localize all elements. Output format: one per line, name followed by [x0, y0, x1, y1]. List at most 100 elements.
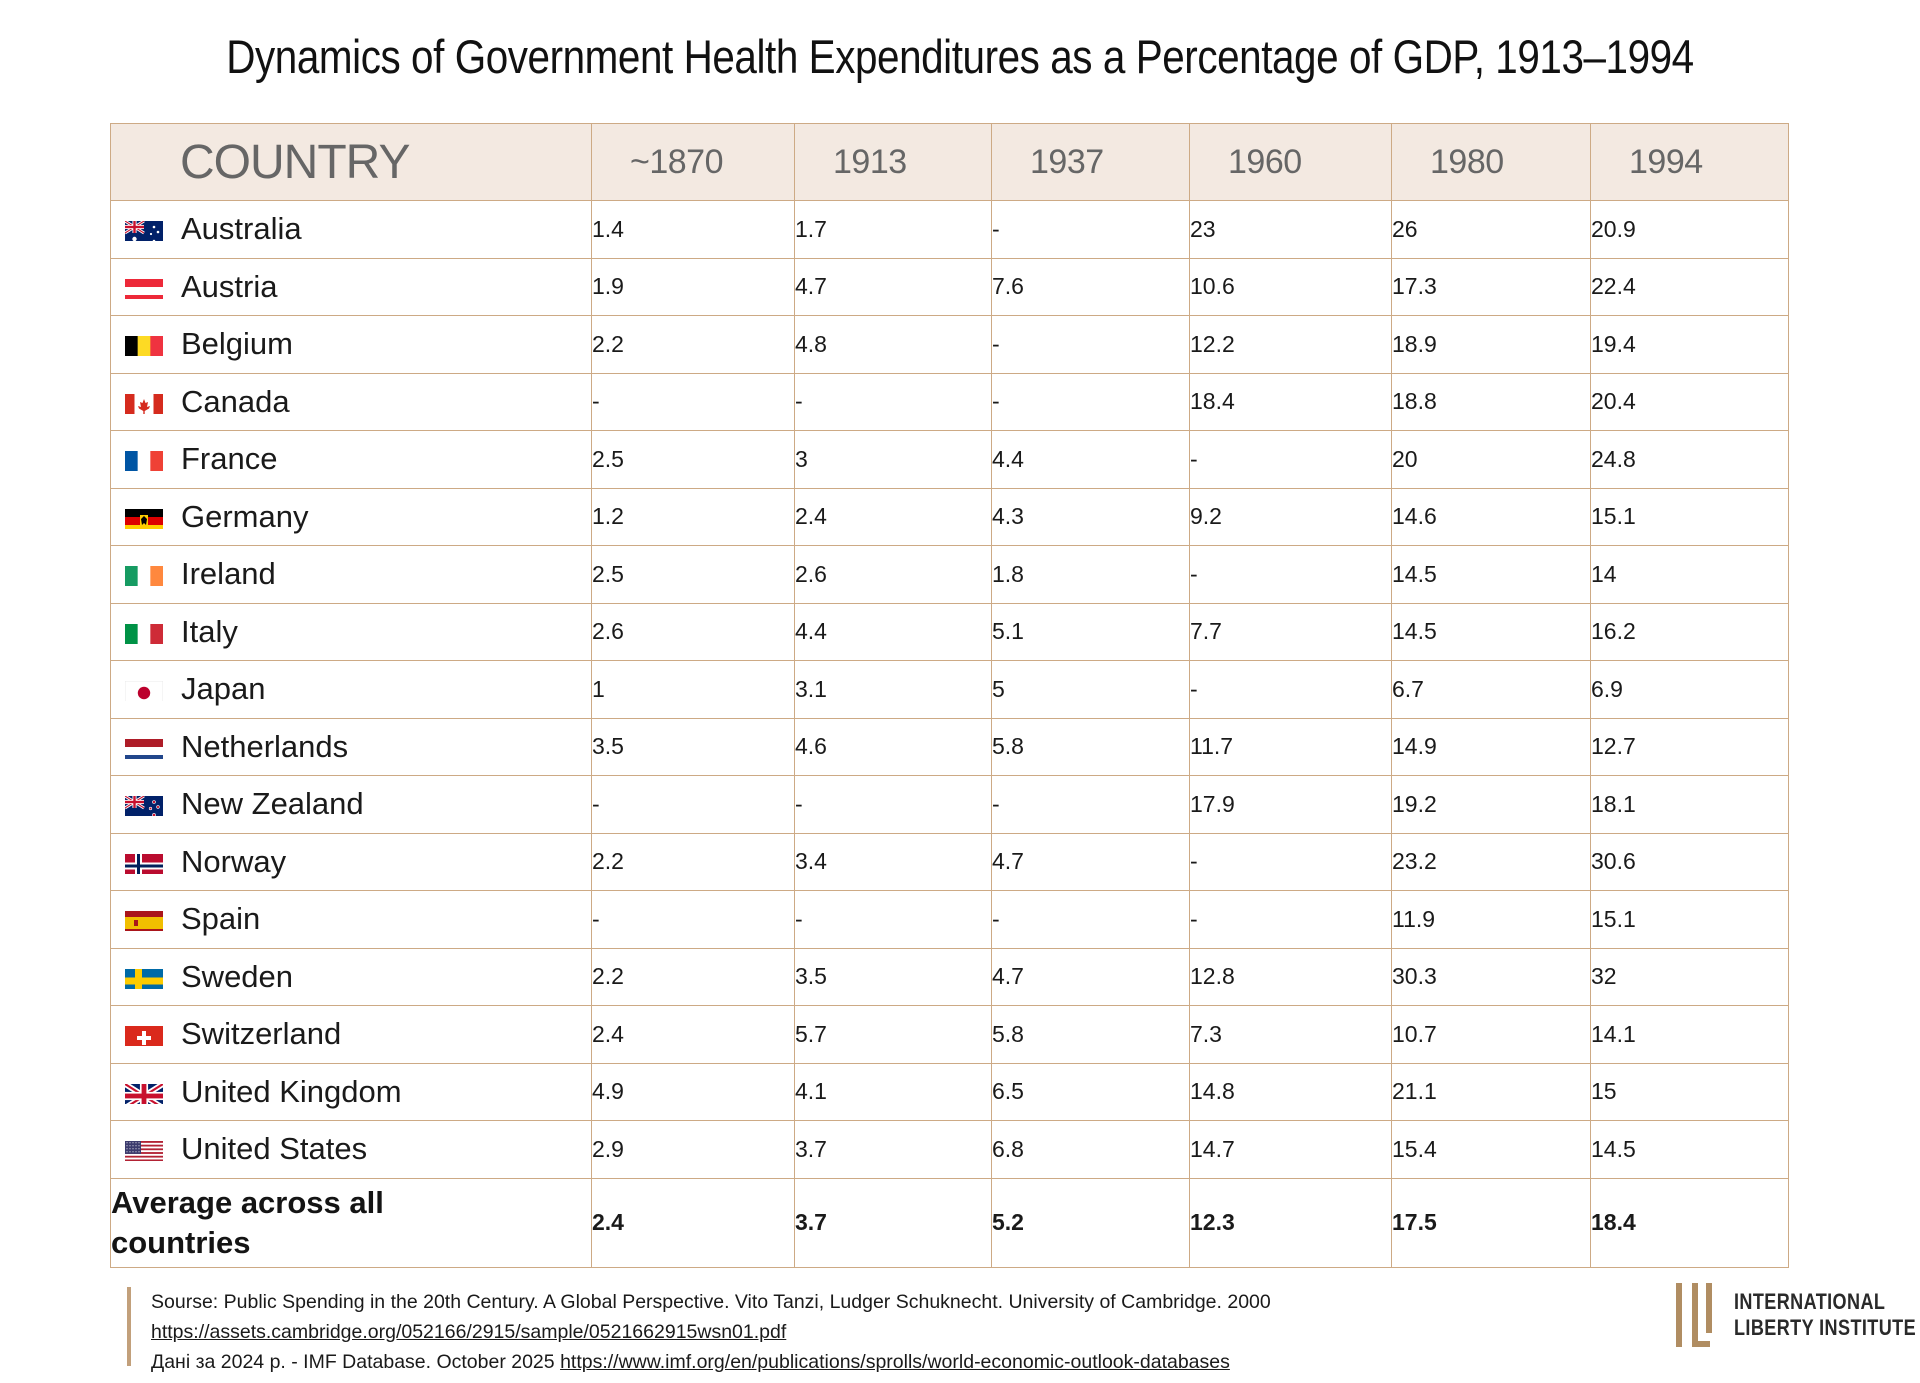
value-cell: 4.7 [991, 832, 1190, 891]
value-cell: 17.3 [1391, 257, 1591, 316]
value-cell: 14.7 [1189, 1120, 1392, 1179]
value-cell: 4.4 [794, 602, 992, 661]
country-cell: Japan [110, 660, 592, 719]
value-cell: 15 [1590, 1062, 1789, 1121]
country-name: Netherlands [181, 728, 349, 764]
france-flag-icon [125, 447, 163, 472]
logo: International Liberty Institute [1676, 1283, 1916, 1355]
table-row: Switzerland 2.4 5.7 5.8 7.3 10.7 14.1 [110, 1005, 1789, 1064]
value-cell: 17.9 [1189, 775, 1392, 834]
value-cell: 3.4 [794, 832, 992, 891]
belgium-flag-icon [125, 332, 163, 357]
country-cell: Belgium [110, 315, 592, 374]
table-row: Canada - - -18.4 18.8 20.4 [110, 372, 1789, 431]
value-cell: 4.6 [794, 717, 992, 776]
value-cell: 4.8 [794, 315, 992, 374]
table-row: Belgium 2.2 4.8-12.2 18.9 19.4 [110, 315, 1789, 374]
value-cell: 4.3 [991, 487, 1190, 546]
country-cell: Switzerland [110, 1005, 592, 1064]
value-cell: 3.7 [794, 1120, 992, 1179]
country-cell: Italy [110, 602, 592, 661]
value-cell: 18.8 [1391, 372, 1591, 431]
australia-flag-icon [125, 217, 163, 242]
value-cell: - [991, 200, 1190, 259]
value-cell: 18.9 [1391, 315, 1591, 374]
average-value-cell: 17.5 [1391, 1177, 1591, 1268]
value-cell: - [1189, 660, 1392, 719]
value-cell: 14.6 [1391, 487, 1591, 546]
table-row: Ireland 2.5 2.6 1.8-14.5 14 [110, 545, 1789, 604]
header-year: ~1870 [591, 123, 795, 201]
value-cell: 14.1 [1590, 1005, 1789, 1064]
value-cell: 5.7 [794, 1005, 992, 1064]
value-cell: 15.4 [1391, 1120, 1591, 1179]
table-row: Japan 1 3.1 5-6.7 6.9 [110, 660, 1789, 719]
average-value-cell: 12.3 [1189, 1177, 1392, 1268]
value-cell: 2.6 [794, 545, 992, 604]
value-cell: 12.2 [1189, 315, 1392, 374]
value-cell: - [794, 775, 992, 834]
source-link-imf[interactable]: https://www.imf.org/en/publications/spro… [560, 1351, 1230, 1373]
value-cell: 14.5 [1391, 602, 1591, 661]
value-cell: 14.9 [1391, 717, 1591, 776]
country-cell: New Zealand [110, 775, 592, 834]
italy-flag-icon [125, 620, 163, 644]
average-value-cell: 5.2 [991, 1177, 1190, 1268]
value-cell: 18.4 [1189, 372, 1392, 431]
austria-flag-icon [125, 275, 163, 299]
country-cell: Netherlands [110, 717, 592, 776]
value-cell: 2.6 [591, 602, 795, 661]
country-cell: Ireland [110, 545, 592, 604]
country-name: Norway [181, 843, 287, 879]
country-name: New Zealand [181, 786, 364, 822]
country-cell: Norway [110, 832, 592, 891]
value-cell: 5 [991, 660, 1190, 719]
header-year: 1937 [991, 123, 1190, 201]
value-cell: 2.4 [794, 487, 992, 546]
value-cell: - [591, 372, 795, 431]
table-row: Spain - - - -11.9 15.1 [110, 890, 1789, 949]
new-zealand-flag-icon [125, 792, 163, 817]
source-line-3: Дані за 2024 р. - IMF Database. October … [151, 1347, 1427, 1377]
value-cell: - [591, 775, 795, 834]
value-cell: 2.5 [591, 545, 795, 604]
value-cell: 15.1 [1590, 890, 1789, 949]
value-cell: 3.5 [591, 717, 795, 776]
value-cell: 14.8 [1189, 1062, 1392, 1121]
value-cell: 26 [1391, 200, 1591, 259]
netherlands-flag-icon [125, 735, 163, 759]
value-cell: 6.5 [991, 1062, 1190, 1121]
value-cell: 2.2 [591, 315, 795, 374]
country-cell: United Kingdom [110, 1062, 592, 1121]
logo-mark-icon [1676, 1283, 1712, 1347]
spain-flag-icon [125, 907, 163, 932]
norway-flag-icon [125, 850, 163, 874]
ireland-flag-icon [125, 562, 163, 587]
value-cell: 5.8 [991, 717, 1190, 776]
country-cell: France [110, 430, 592, 489]
value-cell: 2.2 [591, 947, 795, 1006]
header-year: 1913 [794, 123, 992, 201]
table-row: Sweden 2.2 3.5 4.7 12.8 30.3 32 [110, 947, 1789, 1006]
value-cell: 19.4 [1590, 315, 1789, 374]
source-link-cambridge[interactable]: https://assets.cambridge.org/052166/2915… [151, 1321, 787, 1343]
value-cell: - [991, 890, 1190, 949]
table-row: United Kingdom 4.9 4.1 6.5 14.8 21.1 15 [110, 1062, 1789, 1121]
sweden-flag-icon [125, 965, 163, 989]
table-body: Australia 1.4 1.7-23 26 20.9 Austria 1.9 4.7 7.6… [110, 200, 1789, 1268]
country-cell: Canada [110, 372, 592, 431]
logo-text-line-2: Liberty Institute [1734, 1315, 1917, 1340]
table-row: France 2.5 3 4.4-20 24.8 [110, 430, 1789, 489]
country-cell: Spain [110, 890, 592, 949]
value-cell: 23 [1189, 200, 1392, 259]
value-cell: 4.4 [991, 430, 1190, 489]
value-cell: 14 [1590, 545, 1789, 604]
value-cell: 9.2 [1189, 487, 1392, 546]
germany-flag-icon [125, 505, 163, 529]
value-cell: 11.9 [1391, 890, 1591, 949]
value-cell: - [1189, 832, 1392, 891]
value-cell: - [1189, 545, 1392, 604]
value-cell: 10.6 [1189, 257, 1392, 316]
value-cell: 21.1 [1391, 1062, 1591, 1121]
canada-flag-icon [125, 390, 163, 414]
